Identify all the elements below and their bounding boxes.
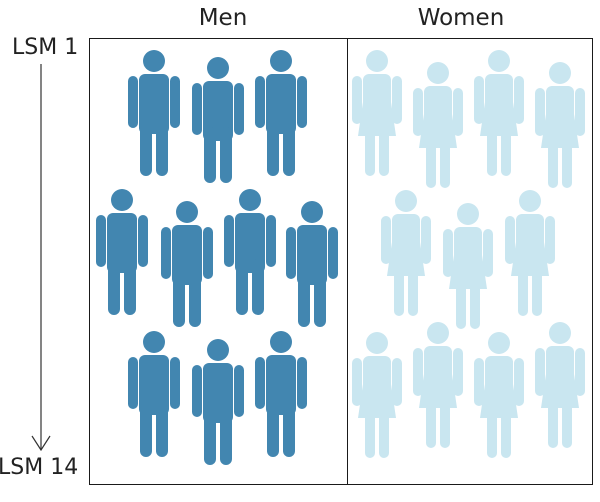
man-icon <box>255 331 307 457</box>
woman-icon <box>352 50 402 176</box>
down-arrow-icon <box>31 64 51 452</box>
woman-icon <box>474 332 524 458</box>
scale-bottom-label: LSM 14 <box>0 455 79 480</box>
man-icon <box>128 331 180 457</box>
woman-icon <box>352 332 402 458</box>
men-panel <box>89 38 348 485</box>
man-icon <box>161 201 213 327</box>
man-icon <box>96 189 148 315</box>
women-panel <box>346 38 593 485</box>
woman-icon <box>413 322 463 448</box>
man-icon <box>224 189 276 315</box>
woman-icon <box>381 190 431 316</box>
comparison-panels <box>89 38 594 485</box>
man-icon <box>128 50 180 176</box>
woman-icon <box>535 62 585 188</box>
man-icon <box>255 50 307 176</box>
woman-icon <box>413 62 463 188</box>
woman-icon <box>505 190 555 316</box>
man-icon <box>192 339 244 465</box>
man-icon <box>192 57 244 183</box>
scale-top-label: LSM 1 <box>12 35 79 60</box>
women-header: Women <box>417 5 505 31</box>
man-icon <box>286 201 338 327</box>
woman-icon <box>535 322 585 448</box>
woman-icon <box>443 203 493 329</box>
woman-icon <box>474 50 524 176</box>
men-header: Men <box>198 5 248 31</box>
